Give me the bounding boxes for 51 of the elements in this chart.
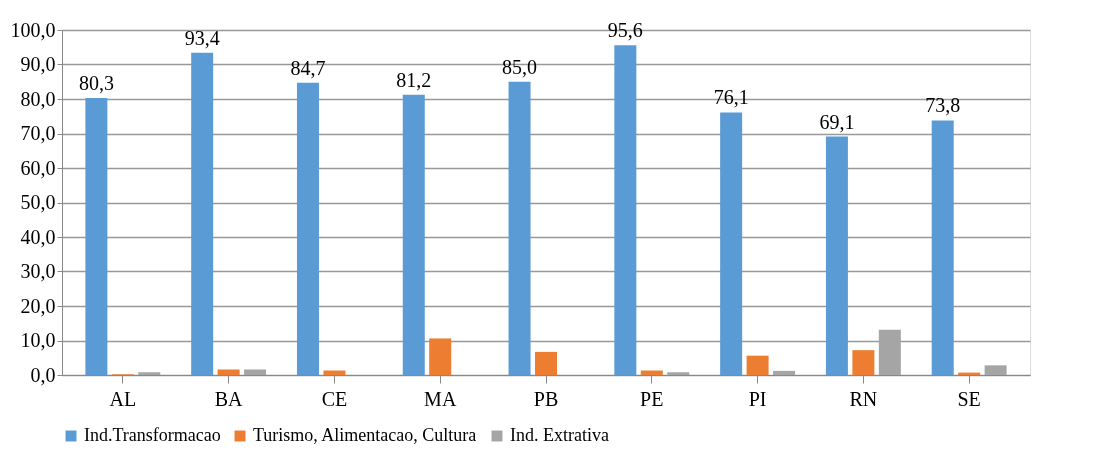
bar (138, 372, 161, 375)
x-tick-label: PB (533, 387, 559, 410)
bar (852, 350, 875, 375)
bar (984, 365, 1007, 375)
y-tick-label: 30,0 (20, 260, 56, 282)
y-tick-label: 100,0 (10, 18, 56, 41)
y-tick-label: 90,0 (20, 53, 56, 75)
y-tick-label: 10,0 (20, 329, 56, 351)
data-label: 93,4 (184, 26, 220, 49)
y-tick-label: 80,0 (20, 87, 56, 110)
y-tick-label: 40,0 (20, 225, 56, 248)
x-tick-label: AL (109, 387, 137, 410)
data-label: 84,7 (290, 56, 326, 79)
data-label: 69,1 (819, 110, 855, 133)
bar (614, 45, 637, 375)
bar (191, 52, 214, 375)
bar (429, 338, 452, 375)
bar (508, 81, 531, 375)
bar (217, 369, 240, 375)
data-label: 81,2 (396, 68, 432, 91)
x-tick-label: PI (748, 387, 767, 410)
bar (746, 355, 769, 375)
bar (667, 372, 690, 375)
bar (535, 351, 557, 375)
legend-label: Ind.Transformacao (84, 425, 221, 445)
legend-label: Turismo, Alimentacao, Cultura (253, 425, 477, 445)
data-label: 85,0 (502, 55, 538, 78)
data-label: 95,6 (607, 19, 643, 42)
bar (773, 370, 796, 375)
x-tick-label: RN (849, 387, 878, 410)
y-tick-label: 60,0 (20, 156, 56, 179)
bar (402, 94, 425, 375)
bar (244, 369, 267, 375)
bar (296, 82, 319, 375)
x-tick-label: BA (214, 387, 244, 410)
y-tick-label: 50,0 (20, 191, 56, 213)
y-tick-label: 70,0 (20, 122, 56, 144)
bar (720, 112, 743, 375)
legend-label: Ind. Extrativa (510, 425, 609, 445)
data-label: 76,1 (713, 86, 749, 109)
x-tick-label: MA (424, 387, 457, 410)
bar (85, 97, 108, 375)
bar (825, 136, 848, 375)
bar (931, 120, 954, 375)
y-tick-label: 0,0 (30, 363, 56, 386)
data-label: 73,8 (925, 94, 961, 117)
y-tick-label: 20,0 (20, 294, 56, 317)
x-tick-label: PE (640, 387, 664, 410)
x-tick-label: CE (321, 387, 348, 410)
data-label: 80,3 (78, 71, 114, 94)
x-tick-label: SE (957, 387, 981, 410)
